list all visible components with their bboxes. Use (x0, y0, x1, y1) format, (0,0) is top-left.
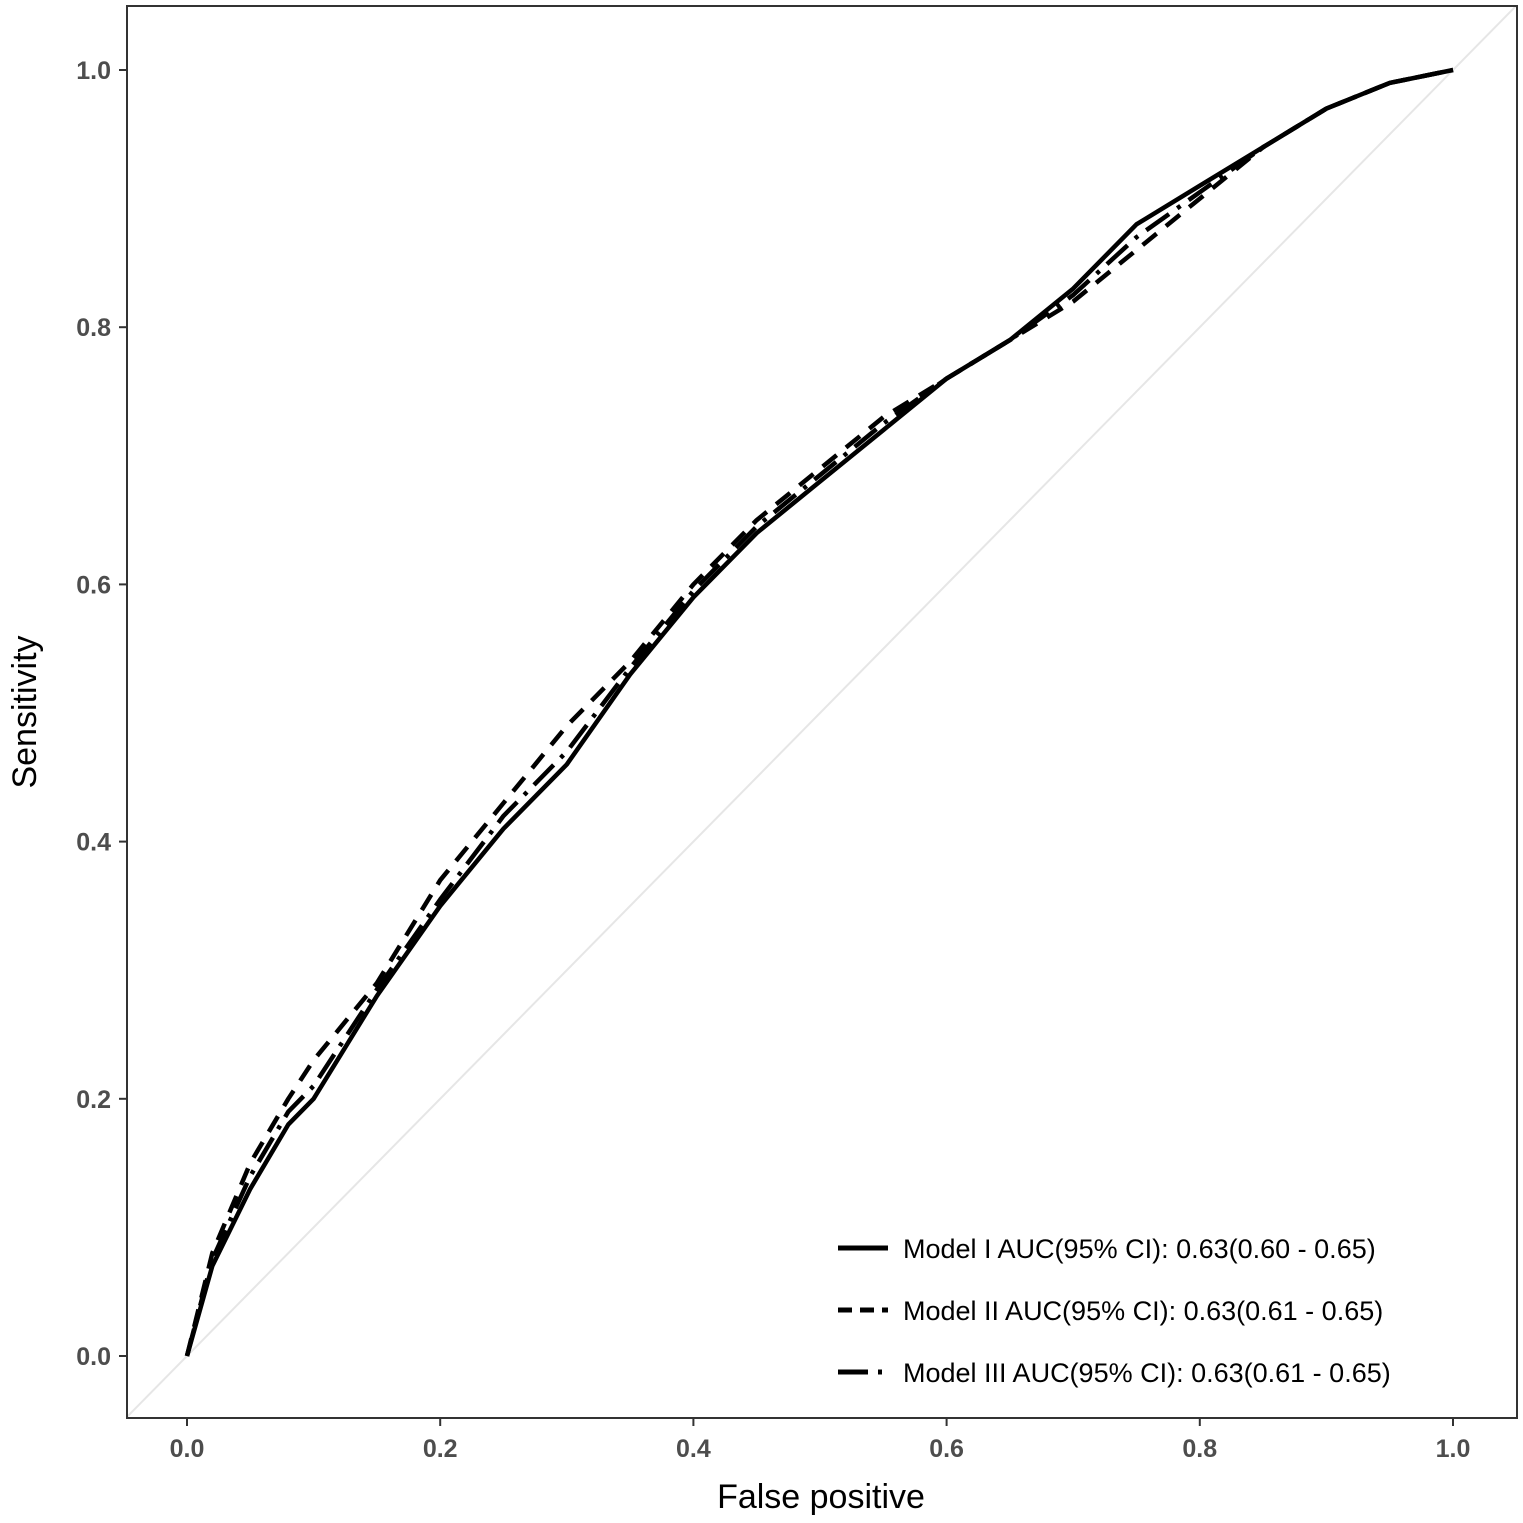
series-line-model-3 (184, 67, 1454, 1357)
y-tick-label: 0.2 (76, 1086, 111, 1114)
y-axis-title: Sensitivity (6, 635, 44, 788)
legend-label-model-3: Model III AUC(95% CI): 0.63(0.61 - 0.65) (903, 1358, 1391, 1388)
y-tick-label: 0.6 (76, 571, 111, 599)
x-tick-label: 1.0 (1436, 1435, 1471, 1463)
legend-label-model-2: Model II AUC(95% CI): 0.63(0.61 - 0.65) (903, 1296, 1383, 1326)
plot-panel-border (126, 5, 1518, 1419)
y-axis: 0.0 0.2 0.4 0.6 0.8 1.0 (76, 57, 127, 1371)
reference-layer (126, 4, 1518, 1418)
x-tick-label: 0.0 (170, 1435, 205, 1463)
reference-diagonal-line (126, 4, 1518, 1418)
series-layer (184, 67, 1454, 1357)
legend-label-model-1: Model I AUC(95% CI): 0.63(0.60 - 0.65) (903, 1234, 1376, 1264)
x-axis: 0.0 0.2 0.4 0.6 0.8 1.0 (170, 1418, 1471, 1463)
series-line-model-2 (184, 67, 1454, 1357)
y-tick-label: 1.0 (76, 57, 111, 85)
x-tick-label: 0.8 (1182, 1435, 1217, 1463)
x-tick-label: 0.6 (929, 1435, 964, 1463)
y-tick-label: 0.4 (76, 829, 111, 857)
y-tick-label: 0.8 (76, 314, 111, 342)
x-tick-label: 0.2 (423, 1435, 458, 1463)
legend: Model I AUC(95% CI): 0.63(0.60 - 0.65) Mo… (838, 1234, 1391, 1388)
series-line-model-1 (184, 67, 1454, 1357)
x-axis-title: False positive (717, 1478, 925, 1516)
x-tick-label: 0.4 (676, 1435, 711, 1463)
y-tick-label: 0.0 (76, 1343, 111, 1371)
